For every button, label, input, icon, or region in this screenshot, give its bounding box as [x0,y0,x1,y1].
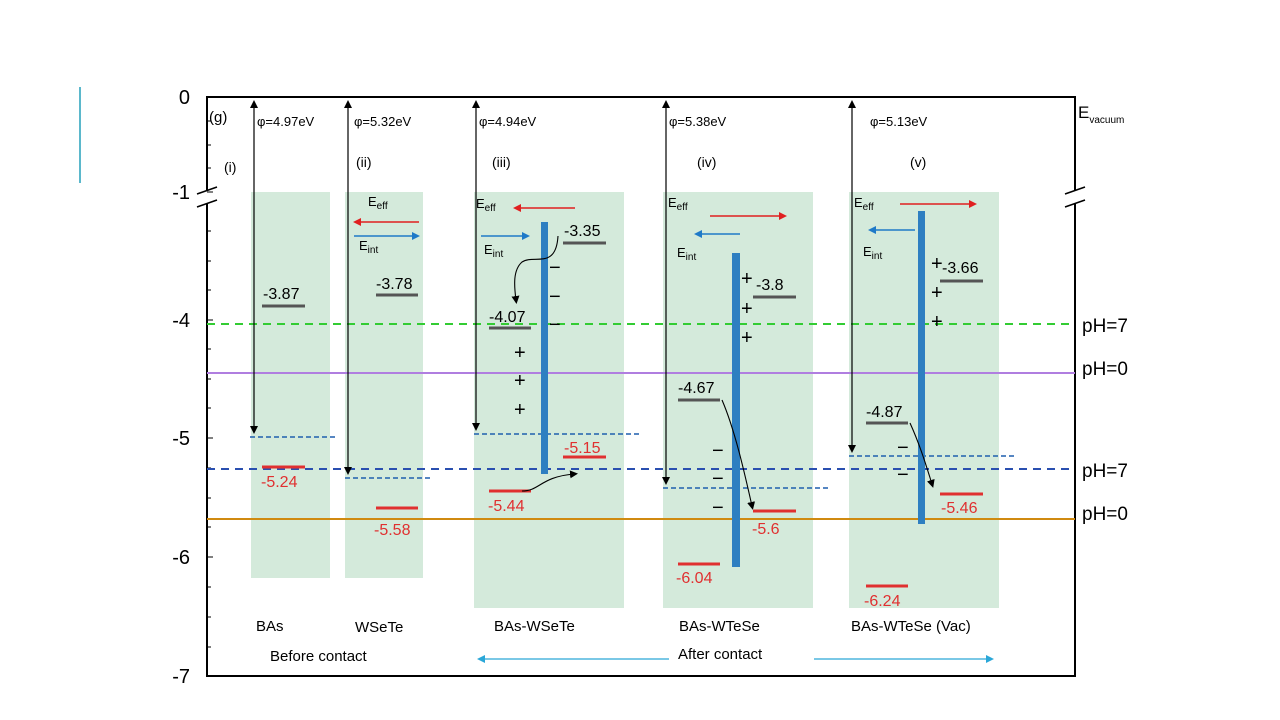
eff-field-label: Eeff [368,194,388,212]
work-function-arrows [250,100,856,485]
electron-transfer-arrow [721,399,756,510]
level-value: -5.46 [941,500,978,517]
level-value: -5.24 [261,474,298,491]
plot-frame [206,96,1076,677]
panel-bas [251,192,330,578]
ph-label: pH=0 [1082,504,1128,525]
level-value: -3.35 [564,223,601,240]
tick-marks [207,96,213,648]
y-tick-label: -7 [172,666,190,688]
level-value: -3.87 [263,286,300,303]
interface-bar-bas-wtese-vac [918,211,925,524]
electron-transfer-arrow [909,422,935,488]
electron-transfer-arrow [511,235,559,304]
level-value: -5.6 [752,521,780,538]
y-tick-label: -1 [172,182,190,204]
system-name: BAs-WTeSe (Vac) [851,618,971,635]
work-function-label: φ=5.32eV [354,114,412,129]
hole-transfer-arrow [521,470,578,492]
level-value: -3.78 [376,276,413,293]
negative-charge: − [897,437,909,459]
vacuum-level-label: Evacuum [1078,103,1124,126]
positive-charge: + [741,268,753,290]
negative-charge: − [712,440,724,462]
panel-label: (g) [209,109,227,126]
negative-charge: − [712,497,724,519]
system-index: (ii) [356,154,372,170]
positive-charge: + [514,342,526,364]
level-value: -6.04 [676,570,713,587]
level-value: -4.07 [489,309,526,326]
system-name: WSeTe [355,619,403,636]
y-tick-label: -6 [172,547,190,569]
positive-charge: + [931,311,943,333]
before-contact-label: Before contact [270,648,368,665]
system-index: (i) [224,159,236,175]
system-name: BAs-WSeTe [494,618,575,635]
system-index: (iv) [697,154,716,170]
level-value: -3.66 [942,260,979,277]
positive-charge: + [741,327,753,349]
cbm-levels [262,241,983,425]
int-field-label: Eint [677,245,696,263]
eff-field-label: Eeff [854,195,874,213]
eff-field-label: Eeff [476,196,496,214]
int-field-label: Eint [359,238,378,256]
positive-charge: + [514,370,526,392]
vbm-levels [262,455,983,588]
fermi-levels [250,433,1014,489]
positive-charge: + [514,399,526,421]
eff-field-label: Eeff [668,195,688,213]
slide-accent-bar [79,87,81,183]
positive-charge: + [931,282,943,304]
ph-label: pH=7 [1082,461,1128,482]
level-value: -3.8 [756,277,784,294]
level-value: -5.58 [374,522,411,539]
work-function-label: φ=5.38eV [669,114,727,129]
int-field-label: Eint [484,242,503,260]
work-function-label: φ=5.13eV [870,114,928,129]
negative-charge: − [712,468,724,490]
panel-wsete [345,192,423,578]
work-function-label: φ=4.94eV [479,114,537,129]
system-name: BAs-WTeSe [679,618,760,635]
system-name: BAs [256,618,284,635]
interface-charges: − − − + + + + + + − − − + + + − − [514,253,943,519]
level-value: -5.44 [488,498,525,515]
y-tick-label: -4 [172,310,190,332]
positive-charge: + [741,298,753,320]
interface-bar-bas-wtese [732,253,740,567]
positive-charge: + [931,253,943,275]
negative-charge: − [549,286,561,308]
panel-bas-wsete [474,192,624,608]
charge-transfer-arrows [511,235,935,510]
y-tick-label: 0 [179,87,190,109]
work-function-label: φ=4.97eV [257,114,315,129]
ph-label: pH=7 [1082,316,1128,337]
int-field-label: Eint [863,244,882,262]
axis-break-right [1064,186,1086,208]
axis-break-left [196,186,218,208]
ph-label: pH=0 [1082,359,1128,380]
system-index: (v) [910,154,926,170]
after-contact-label: After contact [678,646,763,663]
y-tick-label: -5 [172,428,190,450]
negative-charge: − [897,464,909,486]
negative-charge: − [549,257,561,279]
level-value: -5.15 [564,440,601,457]
level-value: -6.24 [864,593,901,610]
negative-charge: − [549,314,561,336]
system-index: (iii) [492,154,511,170]
interface-bar-bas-wsete [541,222,548,474]
level-value: -4.87 [866,404,903,421]
level-value: -4.67 [678,380,715,397]
